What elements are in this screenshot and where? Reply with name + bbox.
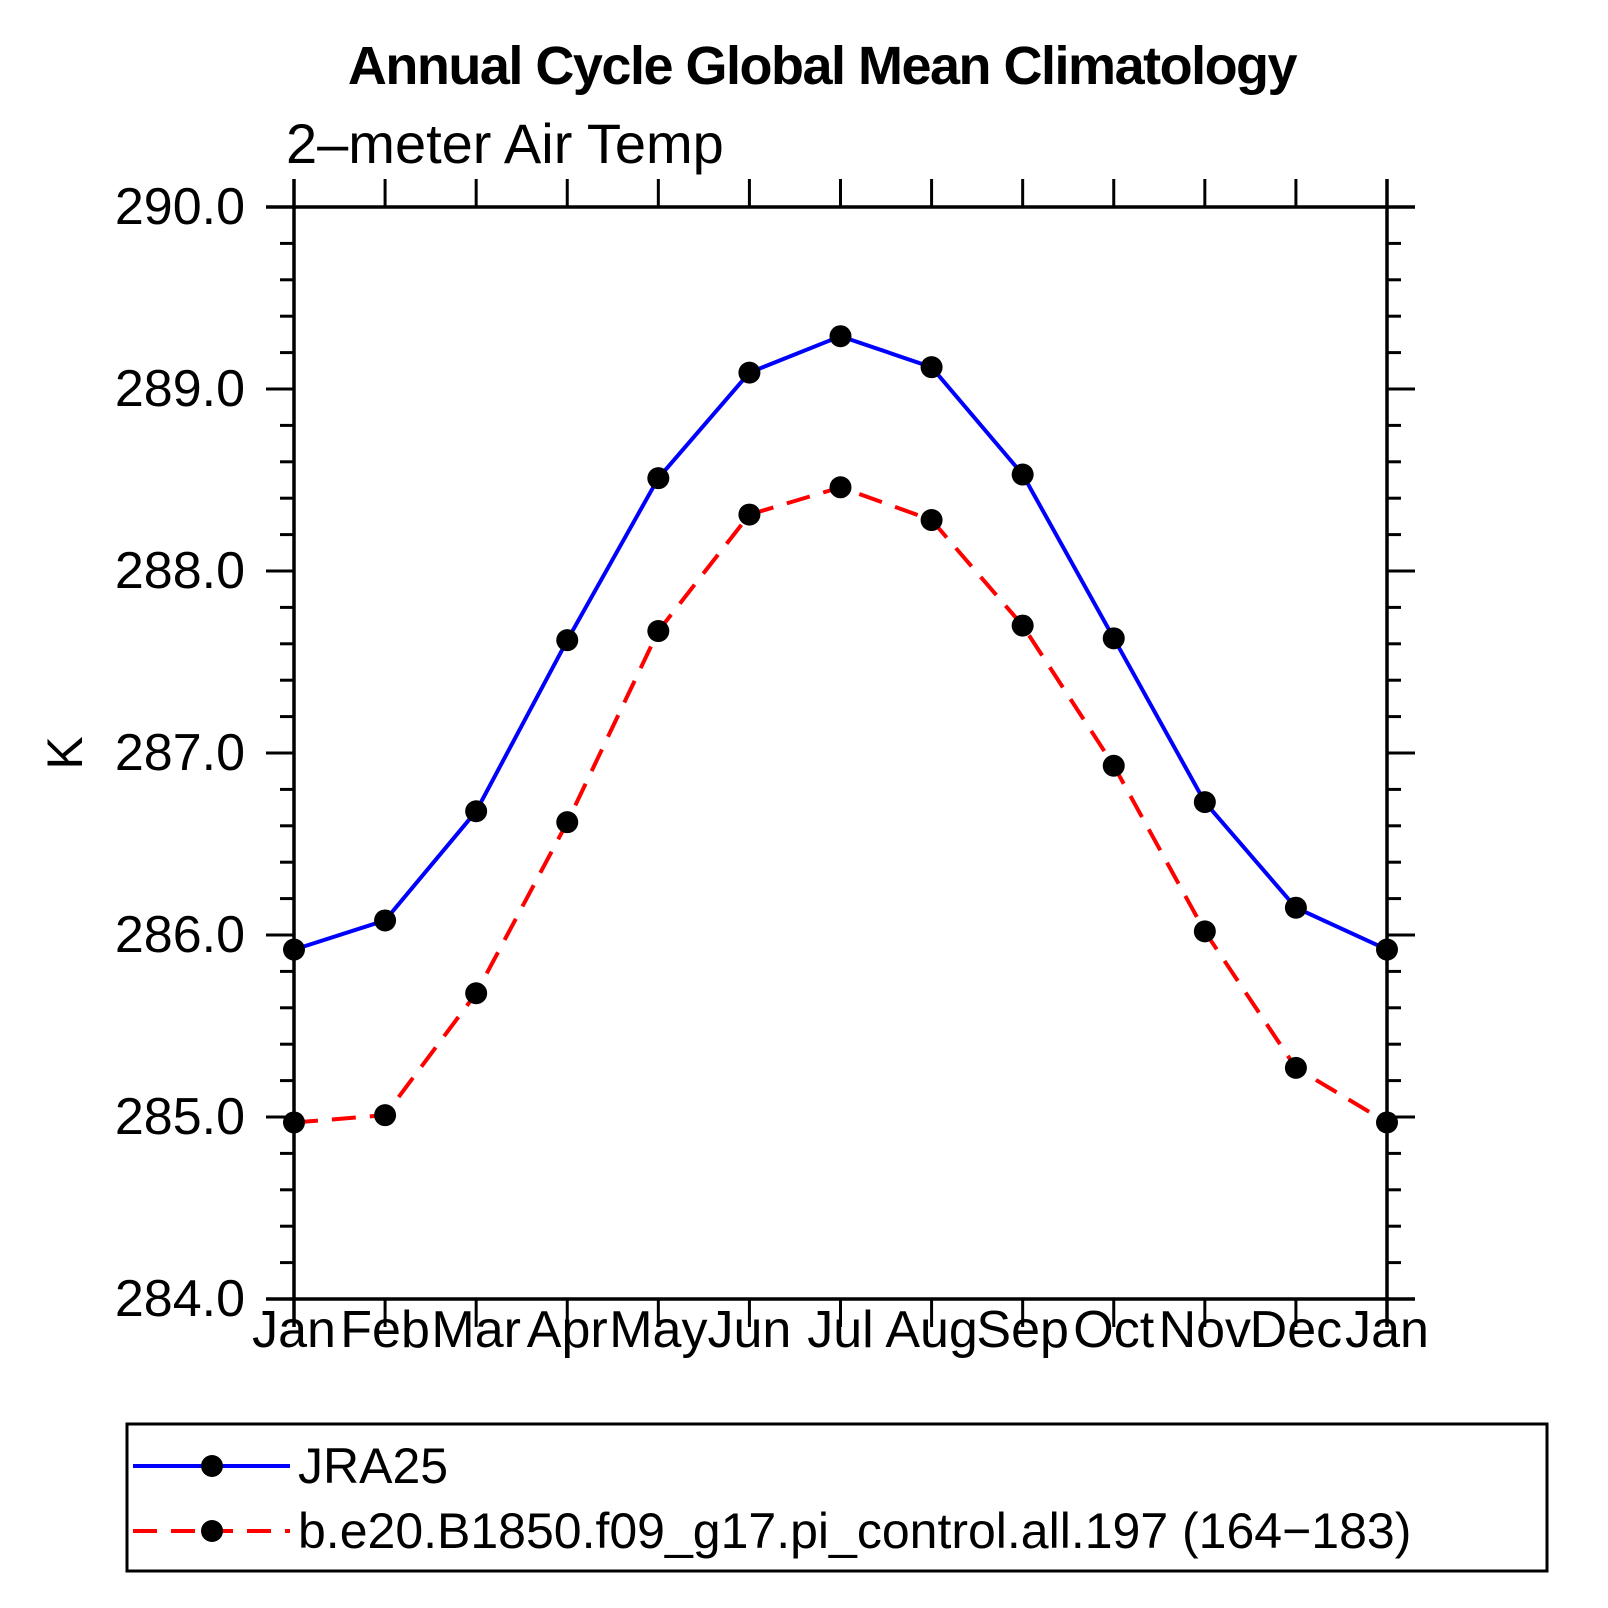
x-tick-label: Oct (1073, 1301, 1154, 1359)
x-tick-label: Sep (976, 1301, 1069, 1359)
legend-label-jra25: JRA25 (298, 1438, 448, 1494)
data-point (920, 356, 943, 379)
data-point (1193, 920, 1216, 943)
legend-marker-jra25 (201, 1455, 223, 1477)
data-point (738, 503, 761, 526)
y-tick-label: 289.0 (115, 360, 245, 418)
legend-box (125, 1422, 1549, 1573)
x-tick-label: Jan (252, 1301, 336, 1359)
data-point (829, 325, 852, 348)
y-tick-label: 285.0 (115, 1088, 245, 1146)
data-point (1376, 1111, 1398, 1134)
data-point (1193, 791, 1216, 814)
data-point (647, 620, 670, 643)
data-point (374, 1104, 397, 1127)
data-point (1376, 938, 1398, 961)
y-tick-label: 287.0 (115, 724, 245, 782)
legend-label-model: b.e20.B1850.f09_g17.pi_control.all.197 (… (298, 1503, 1411, 1559)
data-point (1284, 1056, 1307, 1079)
chart-subtitle: 2–meter Air Temp (286, 112, 724, 175)
x-tick-label: Dec (1250, 1301, 1342, 1359)
x-tick-label: Jun (707, 1301, 791, 1359)
data-point (1011, 614, 1034, 637)
data-point (374, 909, 397, 932)
data-point (1102, 627, 1125, 650)
y-tick-label: 286.0 (115, 906, 245, 964)
data-series (283, 325, 1398, 1134)
y-tick-label: 290.0 (115, 178, 245, 236)
series-line (293, 485, 1389, 1125)
data-point (1102, 754, 1125, 777)
x-tick-label: May (609, 1301, 707, 1359)
x-tick-label: Nov (1159, 1301, 1251, 1359)
x-tick-label: Feb (340, 1301, 430, 1359)
data-point (283, 1111, 305, 1134)
x-tick-label: Jan (1345, 1301, 1429, 1359)
y-tick-label: 284.0 (115, 1270, 245, 1328)
y-tick-label: 288.0 (115, 542, 245, 600)
data-point (1284, 896, 1307, 919)
x-axis-ticks (292, 179, 1389, 1327)
data-point (556, 629, 579, 652)
data-point (465, 982, 488, 1005)
data-point (647, 467, 670, 490)
data-point (829, 476, 852, 499)
data-point (283, 938, 305, 961)
data-point (738, 361, 761, 384)
y-axis-tick-labels: 284.0 285.0 286.0 287.0 288.0 289.0 290.0 (115, 178, 245, 1328)
y-axis-ticks (266, 205, 1415, 1301)
x-tick-label: Mar (431, 1301, 521, 1359)
data-point (465, 800, 488, 823)
legend-marker-model (201, 1520, 223, 1542)
data-point (920, 509, 943, 532)
y-axis-unit-label: K (37, 736, 93, 769)
x-tick-label: Apr (527, 1301, 608, 1359)
data-point (556, 811, 579, 834)
plot-box (266, 179, 1415, 1327)
x-tick-label: Aug (885, 1301, 978, 1359)
series-line (293, 334, 1388, 952)
chart-title: Annual Cycle Global Mean Climatology (348, 36, 1298, 96)
data-point (1011, 463, 1034, 486)
legend: JRA25 b.e20.B1850.f09_g17.pi_control.all… (125, 1422, 1549, 1573)
x-tick-label: Jul (807, 1301, 873, 1359)
